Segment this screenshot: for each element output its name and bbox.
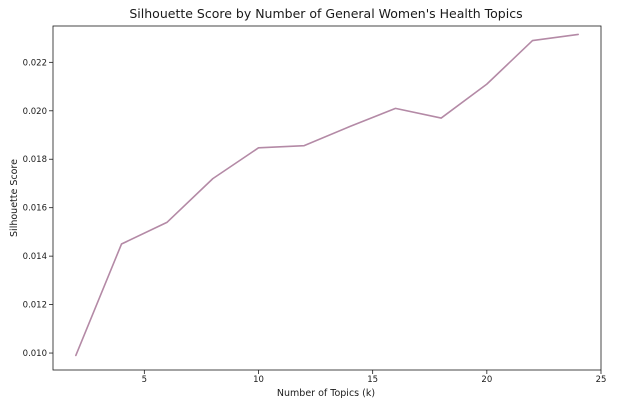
plot-area — [52, 25, 602, 371]
y-tick-label: 0.016 — [23, 204, 47, 214]
y-tick-label: 0.022 — [23, 58, 47, 68]
x-tick-label: 15 — [367, 375, 378, 385]
y-axis: 0.010 0.012 0.014 0.016 0.018 0.020 0.022 — [23, 58, 53, 359]
y-tick-label: 0.010 — [23, 349, 47, 359]
x-tick-label: 5 — [142, 375, 147, 385]
x-tick-label: 20 — [481, 375, 492, 385]
x-tick-label: 10 — [253, 375, 264, 385]
y-tick-label: 0.014 — [23, 252, 47, 262]
y-tick-label: 0.018 — [23, 155, 47, 165]
y-tick-label: 0.012 — [23, 301, 47, 311]
x-axis: 5 10 15 20 25 — [142, 370, 607, 385]
x-axis-label: Number of Topics (k) — [277, 388, 375, 399]
series-line — [75, 33, 579, 357]
y-tick-label: 0.020 — [23, 107, 47, 117]
chart-title: Silhouette Score by Number of General Wo… — [129, 6, 522, 21]
y-axis-label: Silhouette Score — [9, 159, 20, 237]
series-layer — [75, 33, 579, 357]
x-tick-label: 25 — [596, 375, 607, 385]
